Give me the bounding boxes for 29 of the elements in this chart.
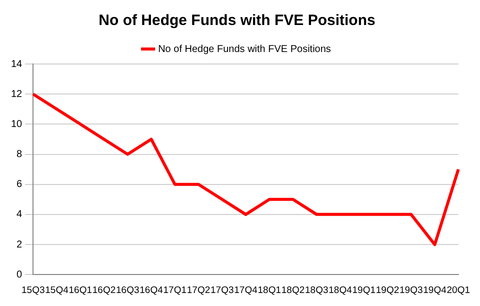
x-tick-label: 15Q3 bbox=[22, 284, 45, 296]
x-tick-label: 17Q1 bbox=[163, 284, 186, 296]
y-tick-label: 0 bbox=[16, 269, 23, 280]
x-tick-label: 19Q2 bbox=[376, 284, 400, 296]
x-tick-label: 18Q4 bbox=[328, 284, 352, 296]
x-tick-label: 17Q3 bbox=[210, 284, 234, 296]
x-tick-label: 19Q1 bbox=[352, 284, 376, 296]
legend-label: No of Hedge Funds with FVE Positions bbox=[158, 44, 331, 55]
x-tick-label: 17Q4 bbox=[234, 284, 258, 296]
x-tick-label: 15Q4 bbox=[45, 284, 68, 296]
x-tick-label: 18Q1 bbox=[258, 284, 281, 296]
x-tick-label: 19Q4 bbox=[423, 284, 446, 296]
x-tick-label: 16Q1 bbox=[68, 284, 92, 296]
x-tick-label: 16Q4 bbox=[140, 284, 163, 296]
x-tick-label: 17Q2 bbox=[186, 284, 210, 296]
y-tick-label: 12 bbox=[11, 88, 23, 100]
y-tick-label: 8 bbox=[16, 149, 23, 160]
x-tick-label: 18Q3 bbox=[305, 284, 328, 296]
x-tick-label: 19Q3 bbox=[400, 284, 423, 296]
y-tick-label: 6 bbox=[16, 179, 23, 190]
y-tick-label: 2 bbox=[16, 239, 23, 250]
x-tick-label: 20Q1 bbox=[446, 284, 470, 296]
x-tick-label: 18Q2 bbox=[281, 284, 305, 296]
y-tick-label: 4 bbox=[16, 209, 23, 220]
x-tick-label: 16Q3 bbox=[116, 284, 140, 296]
y-tick-label: 14 bbox=[11, 58, 23, 70]
chart-title: No of Hedge Funds with FVE Positions bbox=[98, 12, 376, 30]
x-tick-label: 16Q2 bbox=[92, 284, 116, 296]
y-tick-label: 10 bbox=[11, 118, 23, 130]
